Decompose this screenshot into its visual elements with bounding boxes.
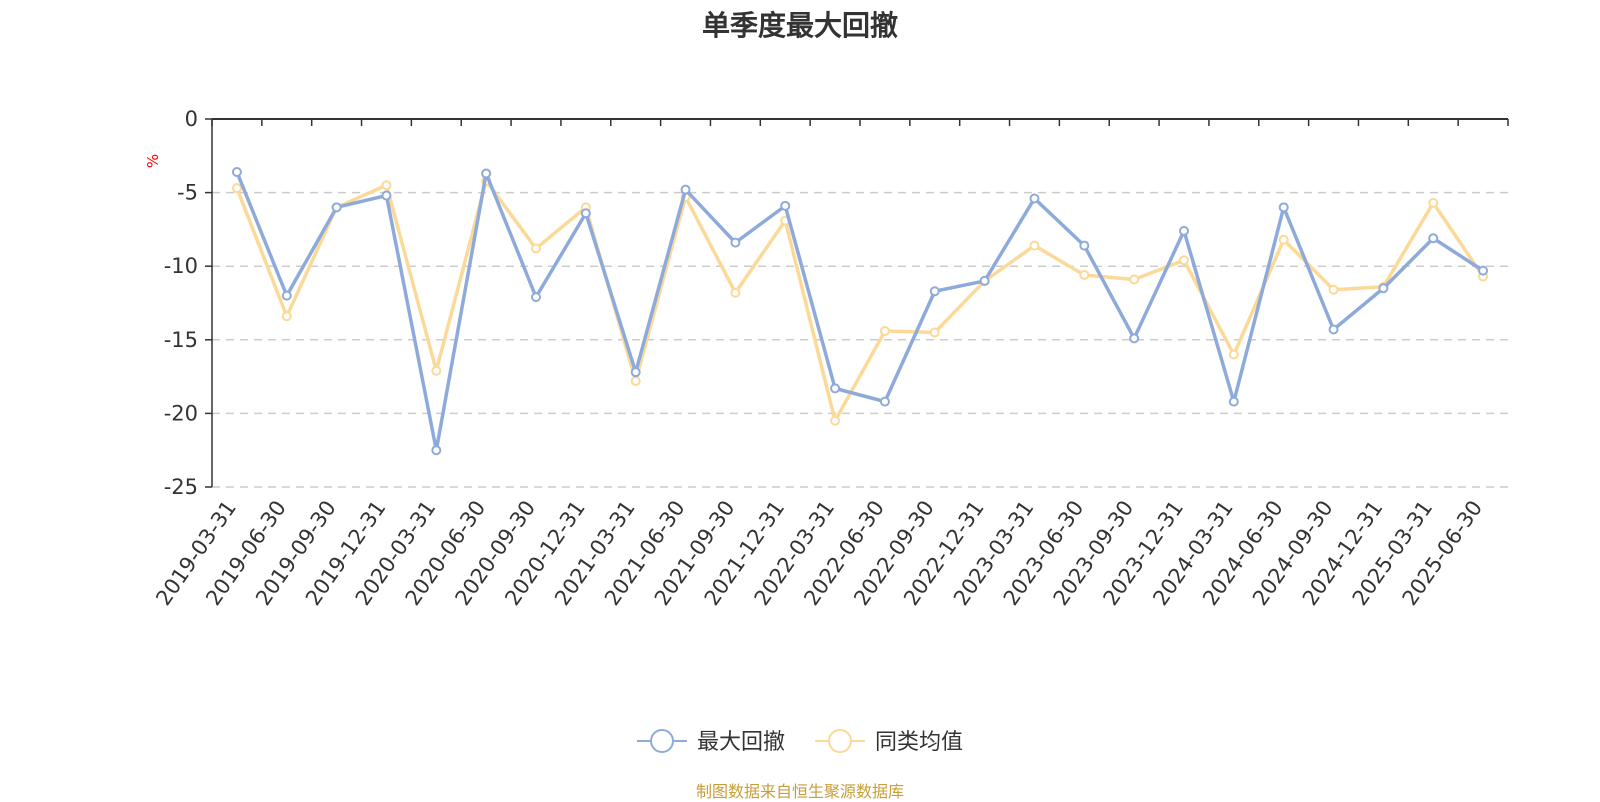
data-point [1129,274,1140,285]
data-point [780,200,791,211]
data-point [1478,265,1489,276]
data-point [929,327,940,338]
series-line [235,171,1485,452]
y-tick-label: -25 [164,475,198,499]
data-point [979,275,990,286]
data-point [1428,233,1439,244]
series-lines [231,166,1489,456]
data-point [830,383,841,394]
data-point [580,208,591,219]
data-point [1179,255,1189,266]
data-point [381,190,392,201]
data-point [630,376,641,387]
data-point [481,168,492,179]
data-point [231,183,242,194]
legend-marker [650,729,674,753]
data-point [879,325,890,336]
source-note: 制图数据来自恒生聚源数据库 [695,782,904,801]
y-tick-label: -15 [164,328,198,352]
series-1 [231,175,1489,426]
chart-title: 单季度最大回撤 [701,9,898,42]
y-tick-label: -5 [177,181,198,205]
data-point [1428,197,1439,208]
data-point [431,365,442,376]
legend-marker [828,729,852,753]
data-point [730,287,741,298]
data-point [1029,193,1040,204]
data-point [630,367,641,378]
y-tick-label: -10 [164,254,198,278]
data-point [1079,240,1090,251]
data-point [879,396,890,407]
data-point [281,311,292,322]
data-point [1129,333,1140,344]
y-axis-unit-label: % [144,154,162,168]
y-tick-label: -20 [164,401,198,425]
data-point [1029,240,1040,251]
data-point [531,243,541,254]
legend: 最大回撤 同类均值 [637,729,963,755]
data-point [1079,270,1090,281]
data-point [1278,234,1289,245]
series-line [235,179,1485,423]
legend-label: 最大回撤 [697,730,785,755]
data-point [1228,349,1239,360]
data-point [531,292,541,303]
data-point [830,415,841,426]
data-point [1328,324,1339,335]
data-point [680,184,691,195]
data-point [1328,284,1339,295]
data-point [431,445,442,456]
grid-lines [212,191,1508,488]
data-point [1278,202,1289,213]
data-point [730,237,741,248]
y-tick-label: 0 [185,107,198,131]
legend-label: 同类均值 [875,730,963,755]
data-point [1179,225,1189,236]
data-point [381,180,392,191]
data-point [231,166,242,177]
data-point [331,202,342,213]
data-point [1378,283,1389,294]
data-point [929,286,940,297]
series-0 [231,166,1489,456]
data-point [1228,396,1239,407]
data-point [281,290,292,301]
